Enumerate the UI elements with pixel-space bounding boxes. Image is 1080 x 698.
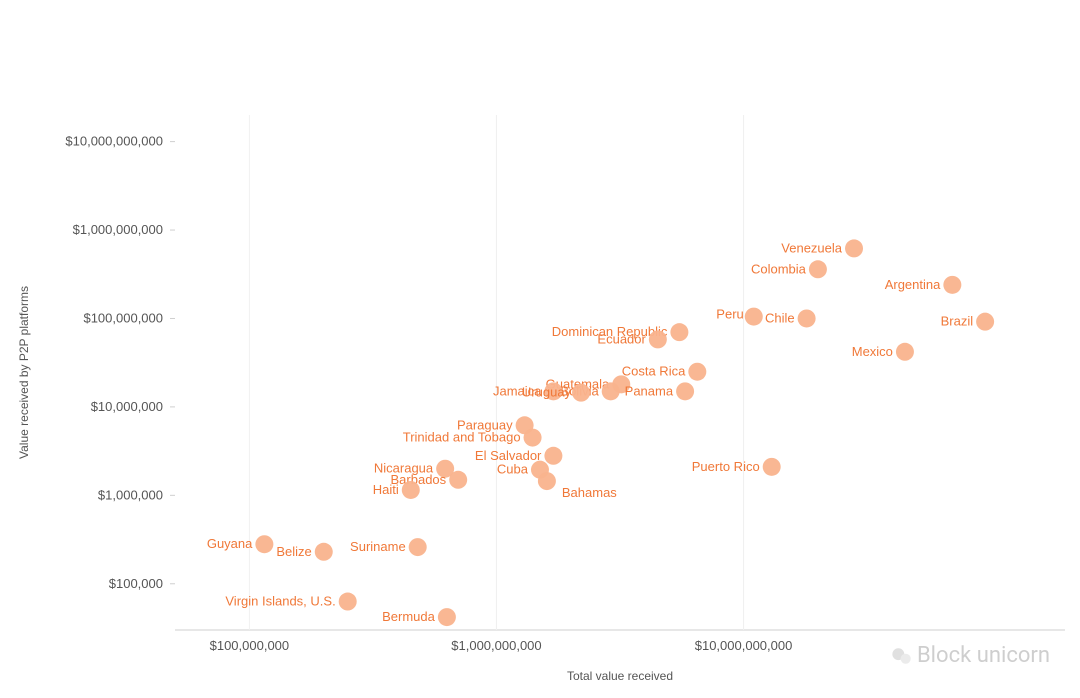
data-point-label: Bermuda xyxy=(382,609,436,624)
data-point-label: Venezuela xyxy=(781,240,842,255)
data-point xyxy=(763,458,781,476)
data-point-label: Suriname xyxy=(350,539,406,554)
scatter-chart: $100,000,000 $1,000,000,000 $10,000,000,00… xyxy=(0,0,1080,698)
y-tick-label: $100,000,000 xyxy=(83,310,163,325)
data-point xyxy=(896,343,914,361)
x-tick-label: $10,000,000,000 xyxy=(695,638,793,653)
data-point xyxy=(449,471,467,489)
data-point-label: Guyana xyxy=(207,536,253,551)
data-point-label: Bahamas xyxy=(562,485,617,500)
x-axis-label: Total value received xyxy=(567,669,673,683)
y-tick-label: $1,000,000 xyxy=(98,487,163,502)
y-axis-label: Value received by P2P platforms xyxy=(17,286,31,459)
data-point-label: Argentina xyxy=(885,277,941,292)
x-tick-label: $1,000,000,000 xyxy=(451,638,541,653)
data-point-label: El Salvador xyxy=(475,448,542,463)
data-point xyxy=(524,429,542,447)
data-point-label: Panama xyxy=(625,383,674,398)
data-point-label: Costa Rica xyxy=(622,364,686,379)
data-point-label: Chile xyxy=(765,310,795,325)
data-point xyxy=(409,538,427,556)
data-point xyxy=(976,313,994,331)
data-point-label: Colombia xyxy=(751,261,807,276)
x-tick-label: $100,000,000 xyxy=(210,638,290,653)
data-point xyxy=(688,363,706,381)
data-point-label: Puerto Rico xyxy=(692,459,760,474)
data-point xyxy=(649,330,667,348)
data-point-label: Mexico xyxy=(852,344,893,359)
y-tick-label: $100,000 xyxy=(109,576,163,591)
data-point xyxy=(845,239,863,257)
data-point xyxy=(809,260,827,278)
data-point-label: Peru xyxy=(716,307,743,322)
data-point-label: Trinidad and Tobago xyxy=(403,430,521,445)
data-point xyxy=(572,384,590,402)
data-point xyxy=(670,323,688,341)
y-tick-label: $10,000,000 xyxy=(91,399,163,414)
y-tick-label: $10,000,000,000 xyxy=(65,134,163,149)
data-point xyxy=(339,593,357,611)
data-point xyxy=(745,308,763,326)
data-point-label: Belize xyxy=(276,544,311,559)
data-point-label: Brazil xyxy=(941,314,974,329)
data-point-label: Ecuador xyxy=(597,331,646,346)
y-tick-label: $1,000,000,000 xyxy=(73,222,163,237)
data-point xyxy=(676,382,694,400)
data-point-label: Haiti xyxy=(373,482,399,497)
data-point xyxy=(438,608,456,626)
data-point-label: Barbados xyxy=(391,472,447,487)
data-point-label: Uruguay xyxy=(522,385,572,400)
data-point xyxy=(798,309,816,327)
data-point xyxy=(315,543,333,561)
watermark: Block unicorn xyxy=(891,643,1050,668)
data-point xyxy=(402,481,420,499)
data-point xyxy=(943,276,961,294)
data-point xyxy=(255,535,273,553)
data-point-label: Virgin Islands, U.S. xyxy=(225,594,335,609)
data-point xyxy=(538,472,556,490)
chart-container: Total value received vs. Value received … xyxy=(0,0,1080,698)
data-point xyxy=(602,382,620,400)
data-point-label: Cuba xyxy=(497,462,529,477)
wechat-icon xyxy=(891,645,913,667)
data-point xyxy=(544,447,562,465)
watermark-text: Block unicorn xyxy=(917,643,1050,668)
